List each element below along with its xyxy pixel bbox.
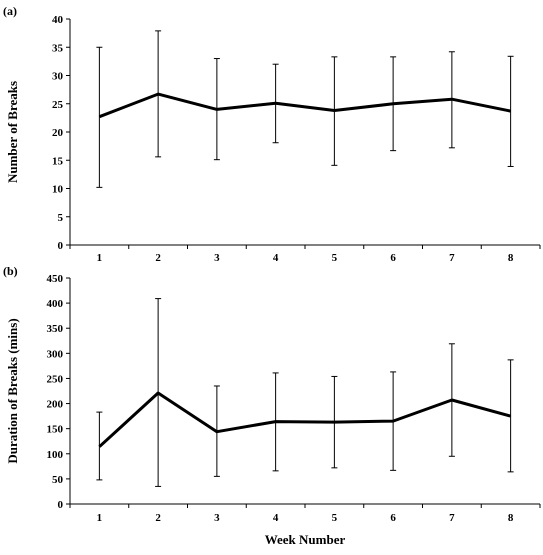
panel-b-x-axis-title: Week Number bbox=[265, 532, 346, 547]
panel-a-x-tick-label: 8 bbox=[508, 252, 514, 264]
panel-b-label: (b) bbox=[3, 264, 18, 278]
panel-a-y-tick-label: 5 bbox=[58, 212, 64, 224]
panel-b-x-tick-label: 6 bbox=[390, 512, 396, 524]
panel-b-x-tick-label: 1 bbox=[97, 512, 103, 524]
panel-b-y-tick-label: 150 bbox=[47, 424, 64, 436]
panel-a-y-tick-label: 25 bbox=[52, 99, 64, 111]
panel-a-y-tick-label: 0 bbox=[58, 240, 64, 252]
panel-b-x-tick-label: 3 bbox=[214, 512, 220, 524]
panel-a-y-tick-label: 20 bbox=[52, 127, 64, 139]
panel-b-y-tick-label: 200 bbox=[47, 399, 64, 411]
panel-a-x-tick-label: 4 bbox=[273, 252, 279, 264]
panel-a-x-tick-label: 5 bbox=[332, 252, 338, 264]
panel-b-y-tick-label: 350 bbox=[47, 323, 64, 335]
panel-b-series-line bbox=[98, 391, 511, 448]
panel-a-y-axis-title: Number of Breaks bbox=[5, 81, 20, 183]
panel-b-y-tick-label: 50 bbox=[52, 474, 64, 486]
panel-b-y-axis-title: Duration of Breaks (mins) bbox=[5, 318, 20, 463]
panel-b-y-tick-label: 250 bbox=[47, 373, 64, 385]
panel-b-x-tick-label: 2 bbox=[155, 512, 161, 524]
panel-a-x-tick-label: 1 bbox=[97, 252, 103, 264]
panel-a-x-tick-label: 2 bbox=[155, 252, 161, 264]
panel-a-x-tick-label: 3 bbox=[214, 252, 220, 264]
panel-a-y-tick-label: 10 bbox=[52, 184, 64, 196]
panel-a-y-tick-label: 35 bbox=[52, 42, 64, 54]
panel-a-label: (a) bbox=[3, 4, 17, 18]
panel-b-x-tick-label: 8 bbox=[508, 512, 514, 524]
panel-b-y-tick-label: 300 bbox=[47, 348, 64, 360]
panel-a-y-tick-label: 40 bbox=[52, 14, 64, 26]
panel-a-y-tick-label: 15 bbox=[52, 155, 64, 167]
panel-a-series-line bbox=[98, 92, 511, 119]
panel-b-x-tick-label: 7 bbox=[449, 512, 455, 524]
panel-b-x-tick-label: 4 bbox=[273, 512, 279, 524]
panel-a-y-tick-label: 30 bbox=[52, 71, 64, 83]
panel-b-y-tick-label: 400 bbox=[47, 298, 64, 310]
panel-b-x-tick-label: 5 bbox=[332, 512, 338, 524]
panel-a-x-tick-label: 6 bbox=[390, 252, 396, 264]
panel-b-y-tick-label: 450 bbox=[47, 273, 64, 285]
panel-b-y-tick-label: 0 bbox=[58, 499, 64, 511]
panel-b-y-tick-label: 100 bbox=[47, 449, 64, 461]
panel-a-x-tick-label: 7 bbox=[449, 252, 455, 264]
